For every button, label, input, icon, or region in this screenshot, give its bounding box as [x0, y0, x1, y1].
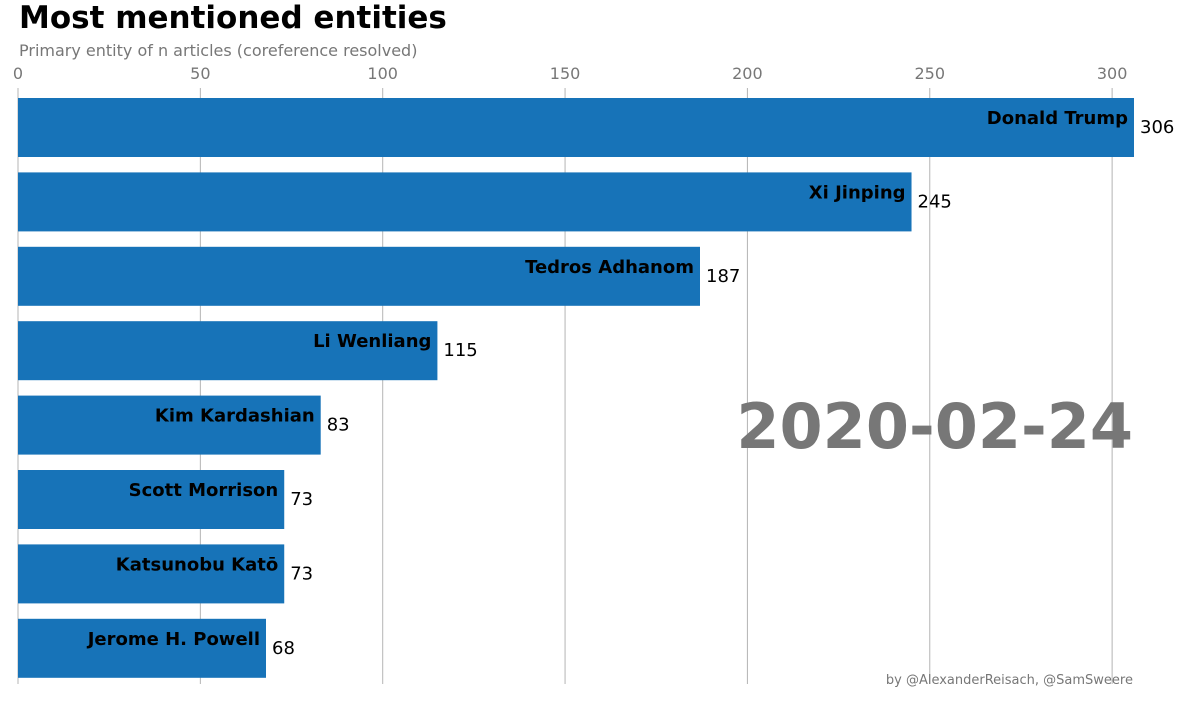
bar-value-label: 73 — [290, 489, 313, 510]
bar-category-label: Scott Morrison — [129, 480, 279, 501]
x-tick-label: 50 — [190, 64, 210, 83]
bar — [18, 470, 285, 529]
bar-value-label: 187 — [706, 266, 740, 287]
bar — [18, 172, 912, 232]
x-tick-label: 0 — [13, 64, 23, 83]
bar — [18, 544, 285, 604]
chart-title: Most mentioned entities — [19, 0, 447, 36]
bar-category-label: Tedros Adhanom — [525, 257, 694, 278]
credit-text: by @AlexanderReisach, @SamSweere — [886, 673, 1133, 688]
bar-value-label: 115 — [443, 340, 477, 361]
x-tick-label: 200 — [732, 64, 763, 83]
date-label: 2020-02-24 — [736, 390, 1133, 463]
x-tick-labels: 0 50 100 150 200 250 300 — [13, 64, 1127, 83]
bar-category-label: Li Wenliang — [313, 331, 431, 352]
bar — [18, 618, 266, 678]
bar-category-label: Katsunobu Katō — [116, 554, 278, 575]
bar-value-label: 83 — [327, 415, 350, 436]
x-tick-label: 250 — [914, 64, 945, 83]
chart-subtitle: Primary entity of n articles (coreferenc… — [19, 41, 418, 60]
bar-category-label: Xi Jinping — [809, 182, 906, 203]
bar-value-label: 68 — [272, 638, 295, 659]
bar — [18, 321, 438, 381]
bar-value-label: 73 — [290, 563, 313, 584]
bar — [18, 98, 1134, 157]
bar-category-label: Jerome H. Powell — [86, 629, 260, 650]
bar-category-label: Donald Trump — [987, 108, 1128, 129]
bars: Donald Trump 306 Xi Jinping 245 Tedros Adhan… — [18, 98, 1174, 678]
x-tick-label: 100 — [367, 64, 398, 83]
bar-category-label: Kim Kardashian — [155, 406, 315, 427]
x-tick-label: 150 — [550, 64, 581, 83]
bar-value-label: 245 — [918, 191, 952, 212]
x-tick-label: 300 — [1097, 64, 1128, 83]
bar — [18, 246, 700, 306]
bar — [18, 395, 321, 455]
bar-value-label: 306 — [1140, 117, 1174, 138]
